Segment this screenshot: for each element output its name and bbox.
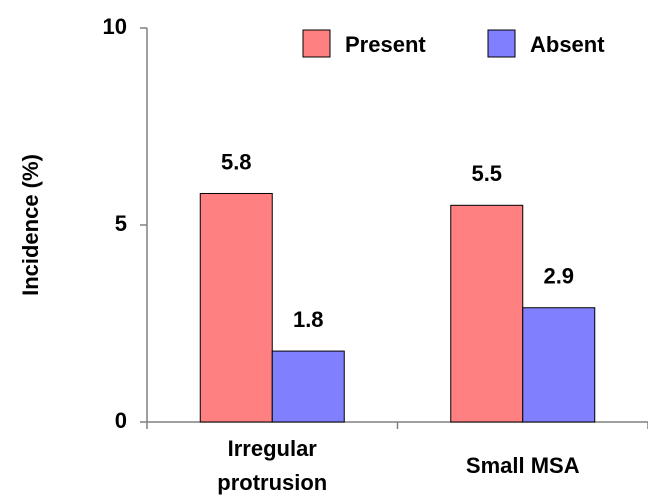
bar	[199, 192, 273, 423]
x-tick-label: Small MSA	[465, 452, 580, 478]
y-axis-label: Incidence (%)	[18, 154, 43, 296]
bar	[450, 204, 524, 423]
legend-label: Absent	[530, 32, 605, 57]
value-label: 2.9	[543, 264, 574, 289]
y-tick-label: 10	[103, 14, 127, 39]
legend-swatch	[487, 29, 516, 58]
bar	[522, 307, 596, 423]
value-label: 5.8	[221, 149, 252, 174]
bar	[271, 350, 345, 423]
y-tick-label: 5	[115, 211, 127, 236]
value-label: 1.8	[293, 307, 324, 332]
y-tick-label: 0	[115, 408, 127, 433]
x-tick-label: Irregular protrusion	[217, 435, 328, 495]
legend-swatch	[302, 29, 331, 58]
legend-label: Present	[345, 32, 426, 57]
value-label: 5.5	[471, 161, 502, 186]
